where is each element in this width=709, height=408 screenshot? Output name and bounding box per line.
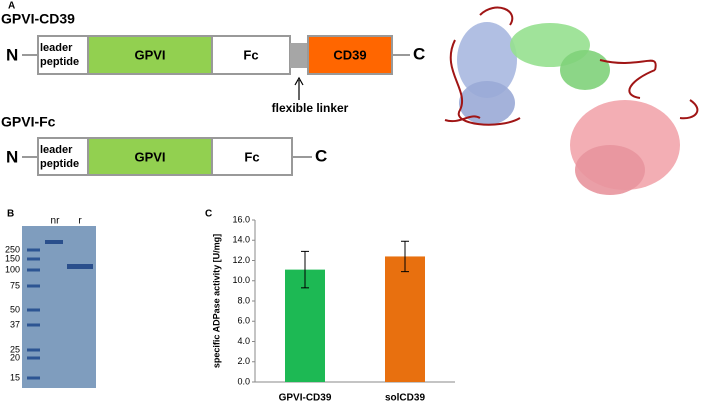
c-terminus: C (413, 44, 425, 63)
marker-band (27, 356, 40, 360)
y-tick-label: 16.0 (232, 214, 250, 224)
segment-label: GPVI (134, 47, 165, 62)
marker-label: 150 (5, 253, 20, 263)
c-terminus: C (315, 146, 327, 165)
lane-label: r (78, 216, 82, 227)
segment-label: leader peptide (40, 42, 80, 68)
segment-label: CD39 (333, 47, 366, 62)
segment-label: leader peptide (40, 42, 80, 68)
x-tick-label: GPVI-CD39 (279, 393, 332, 404)
panel-letter: A (8, 1, 15, 12)
domain-fc-2 (560, 50, 610, 90)
panel-letter: C (205, 209, 212, 220)
y-axis-label: specific ADPase activity [U/mg] (211, 234, 221, 368)
construct-name: GPVI-Fc (1, 114, 56, 130)
marker-label: 50 (10, 304, 20, 314)
y-tick-label: 10.0 (232, 275, 250, 285)
segment-label: Fc (244, 149, 259, 164)
marker-band (27, 323, 40, 327)
marker-band (27, 308, 40, 312)
y-tick-label: 0.0 (237, 376, 250, 386)
marker-label: 25 (10, 344, 20, 354)
protein-structure (444, 6, 699, 195)
domain-gpvi-1 (457, 22, 517, 98)
y-tick-label: 2.0 (237, 356, 250, 366)
x-tick-label: solCD39 (385, 393, 425, 404)
segment (307, 35, 393, 75)
lane-label: nr (51, 216, 61, 227)
marker-label: 37 (10, 319, 20, 329)
bar (285, 269, 325, 382)
segment (37, 35, 89, 75)
domain-cd39 (575, 145, 645, 195)
marker-label: 15 (10, 372, 20, 382)
marker-band (27, 348, 40, 352)
bar (385, 256, 425, 382)
loops (444, 6, 699, 126)
marker-band (27, 376, 40, 380)
marker-label: 250 (5, 244, 20, 254)
n-terminus: N (6, 147, 18, 166)
segment-label: leader peptide (40, 144, 80, 170)
marker-band (27, 248, 40, 252)
y-tick-label: 6.0 (237, 316, 250, 326)
marker-label: 75 (10, 280, 20, 290)
segment (87, 35, 213, 75)
marker-label: 100 (5, 264, 20, 274)
annotation: flexible linker (272, 101, 349, 115)
segment-label: leader peptide (40, 144, 80, 170)
marker-band (27, 257, 40, 261)
y-tick-label: 12.0 (232, 255, 250, 265)
gel (22, 226, 96, 388)
segment-label: Fc (243, 47, 258, 62)
arrow-head (294, 76, 304, 86)
construct-name: GPVI-CD39 (1, 11, 75, 27)
marker-band (27, 268, 40, 272)
flexible-linker (290, 43, 308, 68)
domain-gpvi-2 (459, 81, 515, 125)
band (45, 240, 63, 244)
y-tick-label: 8.0 (237, 295, 250, 305)
marker-label: 20 (10, 352, 20, 362)
marker-band (27, 284, 40, 288)
segment-label: GPVI (134, 149, 165, 164)
n-terminus: N (6, 45, 18, 64)
y-tick-label: 14.0 (232, 235, 250, 245)
panel-letter: B (7, 209, 14, 220)
y-tick-label: 4.0 (237, 336, 250, 346)
chart: 0.0 2.0 4.0 6.0 8.0 10.0 12.0 14.0 16.0 GPVI-CD39… (232, 214, 455, 404)
band (67, 264, 93, 269)
